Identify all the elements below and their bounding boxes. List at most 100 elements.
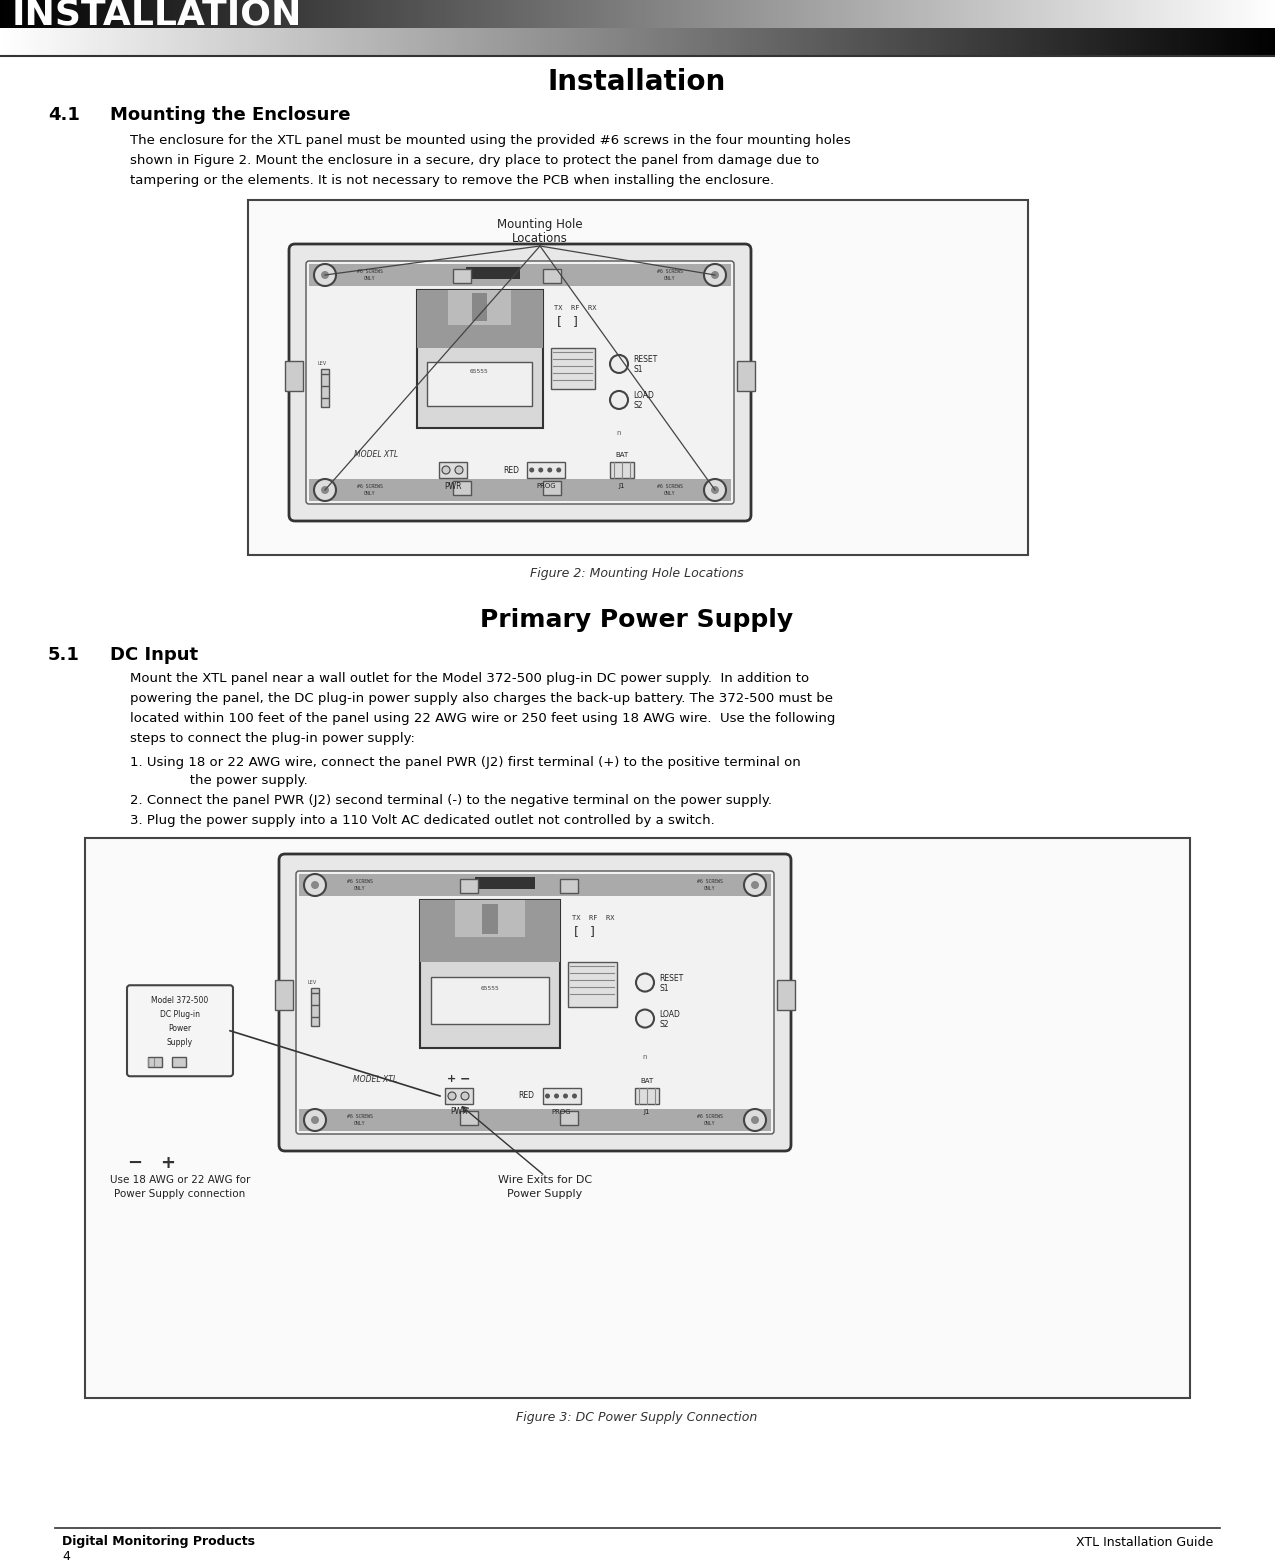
Bar: [527, 462, 565, 478]
Bar: [13, 0, 18, 28]
Bar: [484, 0, 490, 28]
Bar: [641, 28, 646, 56]
Bar: [200, 0, 204, 28]
Bar: [242, 28, 247, 56]
Bar: [833, 28, 838, 56]
Bar: [756, 28, 761, 56]
Bar: [17, 0, 22, 28]
Bar: [162, 28, 166, 56]
Bar: [310, 28, 315, 56]
Bar: [931, 28, 936, 56]
Bar: [1266, 28, 1271, 56]
Bar: [442, 28, 446, 56]
Bar: [532, 28, 536, 56]
Text: +: +: [448, 1074, 456, 1083]
Bar: [748, 0, 752, 28]
Bar: [233, 0, 238, 28]
Circle shape: [556, 467, 561, 473]
Bar: [1262, 0, 1267, 28]
Bar: [157, 0, 162, 28]
Bar: [552, 0, 557, 28]
Bar: [1202, 0, 1207, 28]
Bar: [430, 28, 434, 56]
Bar: [399, 0, 404, 28]
Text: DC Plug-in: DC Plug-in: [159, 1010, 200, 1019]
Bar: [417, 290, 542, 348]
Text: Installation: Installation: [548, 69, 727, 95]
Text: Wire Exits for DC: Wire Exits for DC: [499, 1175, 592, 1185]
Bar: [685, 28, 689, 56]
Bar: [551, 348, 594, 389]
Bar: [4, 28, 9, 56]
Bar: [603, 0, 608, 28]
Bar: [612, 0, 617, 28]
Bar: [361, 28, 366, 56]
Bar: [905, 28, 910, 56]
Bar: [901, 0, 905, 28]
Bar: [1033, 0, 1038, 28]
Bar: [982, 28, 987, 56]
Bar: [731, 0, 736, 28]
Bar: [448, 290, 511, 325]
Bar: [408, 0, 413, 28]
Bar: [608, 28, 612, 56]
Bar: [187, 0, 191, 28]
Bar: [277, 0, 280, 28]
Bar: [778, 28, 783, 56]
Bar: [1169, 0, 1173, 28]
Bar: [761, 0, 765, 28]
Bar: [115, 28, 120, 56]
Bar: [311, 988, 319, 1026]
Bar: [1144, 28, 1148, 56]
Circle shape: [564, 1094, 567, 1099]
Bar: [574, 28, 579, 56]
Bar: [654, 28, 659, 56]
Bar: [131, 28, 136, 56]
Bar: [799, 0, 803, 28]
Bar: [102, 0, 107, 28]
Bar: [275, 980, 293, 1010]
Bar: [914, 28, 918, 56]
Bar: [204, 0, 209, 28]
Bar: [774, 28, 778, 56]
Bar: [1220, 0, 1224, 28]
Bar: [102, 28, 107, 56]
Bar: [431, 977, 548, 1024]
Bar: [68, 28, 73, 56]
Bar: [833, 0, 838, 28]
Bar: [829, 28, 834, 56]
Bar: [927, 0, 931, 28]
Bar: [204, 28, 209, 56]
Bar: [1135, 0, 1140, 28]
Bar: [419, 901, 560, 962]
Text: powering the panel, the DC plug-in power supply also charges the back-up battery: powering the panel, the DC plug-in power…: [130, 692, 833, 704]
Bar: [991, 28, 995, 56]
Bar: [731, 28, 736, 56]
Bar: [370, 28, 375, 56]
Bar: [1202, 28, 1207, 56]
Bar: [583, 0, 587, 28]
Bar: [641, 0, 646, 28]
Bar: [790, 0, 796, 28]
Bar: [692, 0, 697, 28]
Bar: [1096, 0, 1102, 28]
Bar: [705, 28, 710, 56]
Bar: [1054, 28, 1058, 56]
Bar: [226, 0, 230, 28]
Bar: [153, 28, 158, 56]
Bar: [965, 0, 969, 28]
Circle shape: [704, 479, 725, 501]
Text: PROG: PROG: [536, 482, 556, 489]
Text: TX  RF  RX: TX RF RX: [572, 915, 615, 921]
Bar: [884, 28, 889, 56]
Bar: [323, 0, 328, 28]
Bar: [476, 877, 536, 890]
Bar: [421, 28, 426, 56]
Bar: [676, 0, 681, 28]
Bar: [1237, 28, 1242, 56]
Bar: [1173, 0, 1178, 28]
Bar: [697, 28, 701, 56]
Bar: [616, 28, 621, 56]
Bar: [612, 28, 617, 56]
Bar: [850, 0, 854, 28]
